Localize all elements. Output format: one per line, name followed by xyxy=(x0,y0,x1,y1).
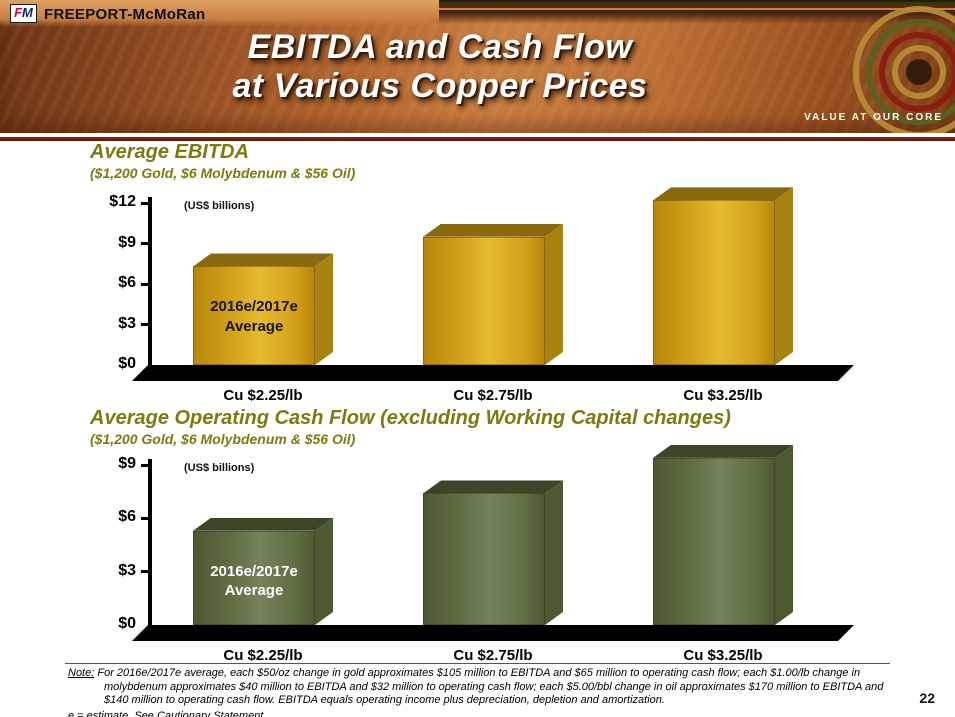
bar-side-face xyxy=(545,480,563,625)
slide-title-line1: EBITDA and Cash Flow xyxy=(247,28,633,66)
y-tick-label: $0 xyxy=(118,355,136,372)
bar-front-face: 2016e/2017e Average xyxy=(193,266,315,365)
bar-top-face xyxy=(423,223,563,237)
ebitda-chart-subtitle: ($1,200 Gold, $6 Molybdenum & $56 Oil) xyxy=(90,165,356,181)
y-tick-label: $12 xyxy=(109,193,136,210)
bar-annotation: 2016e/2017e Average xyxy=(210,562,298,600)
bar-cu-2.25-lb: 2016e/2017e Average xyxy=(193,253,333,365)
header-divider xyxy=(0,137,955,141)
header: FM FREEPORT-McMoRan EBITDA and Cash Flow… xyxy=(0,0,955,133)
bar-front-face xyxy=(423,493,545,625)
x-axis-label: Cu $2.75/lb xyxy=(453,647,533,664)
bar-top-face xyxy=(653,444,793,458)
bar-top-face xyxy=(193,253,333,267)
y-tick-label: $6 xyxy=(118,274,136,291)
y-tick-mark xyxy=(141,282,152,286)
bar-top-face xyxy=(193,517,333,531)
page-number: 22 xyxy=(919,690,935,706)
y-tick-mark xyxy=(141,201,152,205)
concentric-rings-icon xyxy=(853,6,955,133)
bar-top-face xyxy=(653,187,793,201)
cash-flow-chart-subtitle: ($1,200 Gold, $6 Molybdenum & $56 Oil) xyxy=(90,431,356,447)
y-tick-mark xyxy=(141,463,152,467)
header-top-band xyxy=(429,0,955,24)
bar-cu-3.25-lb xyxy=(653,187,793,365)
x-axis-label: Cu $2.25/lb xyxy=(223,387,303,404)
bar-front-face xyxy=(653,457,775,625)
y-tick-label: $0 xyxy=(118,615,136,632)
y-axis-line xyxy=(148,197,152,365)
y-tick-mark xyxy=(141,516,152,520)
bar-top-face xyxy=(423,480,563,494)
x-axis-label: Cu $3.25/lb xyxy=(683,647,763,664)
header-color-stripes xyxy=(429,2,955,10)
bar-cu-2.25-lb: 2016e/2017e Average xyxy=(193,517,333,625)
bar-annotation: 2016e/2017e Average xyxy=(210,298,298,335)
footer-divider xyxy=(65,663,890,664)
y-tick-mark xyxy=(141,323,152,326)
chart-floor xyxy=(132,625,854,641)
tagline: VALUE AT OUR CORE xyxy=(804,112,943,123)
bar-cu-3.25-lb xyxy=(653,444,793,625)
y-tick-mark xyxy=(141,242,152,245)
bar-side-face xyxy=(315,518,333,625)
cash-flow-chart-title: Average Operating Cash Flow (excluding W… xyxy=(90,407,731,429)
company-name: FREEPORT-McMoRan xyxy=(44,6,206,23)
y-axis-line xyxy=(148,459,152,625)
footnote: Note: For 2016e/2017e average, each $50/… xyxy=(68,667,890,708)
footnote-text: For 2016e/2017e average, each $50/oz cha… xyxy=(97,667,884,707)
x-axis-label: Cu $2.75/lb xyxy=(453,387,533,404)
units-label: (US$ billions) xyxy=(184,462,255,474)
x-axis-label: Cu $3.25/lb xyxy=(683,387,763,404)
cash-flow-chart-plot: (US$ billions) $0 $3 $6 $9 2016e/2017e Avera… xyxy=(118,444,838,664)
y-tick-label: $6 xyxy=(118,508,136,526)
chart-floor xyxy=(132,365,854,381)
units-label: (US$ billions) xyxy=(184,200,255,212)
slide-title: EBITDA and Cash Flow at Various Copper P… xyxy=(150,28,730,107)
bar-side-face xyxy=(775,187,793,365)
bar-side-face xyxy=(545,224,563,365)
y-tick-label: $9 xyxy=(118,455,136,472)
footnote-label: Note: xyxy=(68,667,95,679)
logo-band xyxy=(0,0,440,27)
bar-front-face xyxy=(423,236,545,365)
slide-title-line2: at Various Copper Prices xyxy=(232,67,648,106)
bar-cu-2.75-lb xyxy=(423,223,563,365)
y-tick-mark xyxy=(141,570,152,574)
y-tick-label: $9 xyxy=(118,233,136,251)
ebitda-chart-plot: (US$ billions) $0 $3 $6 $9 $12 2016e/2017e Av… xyxy=(109,187,838,404)
freeport-logo-icon: FM xyxy=(10,4,37,23)
x-axis-label: Cu $2.25/lb xyxy=(223,647,303,664)
bar-side-face xyxy=(315,253,333,365)
footer: Note: For 2016e/2017e average, each $50/… xyxy=(68,667,890,717)
bar-front-face xyxy=(653,200,775,365)
bar-front-face: 2016e/2017e Average xyxy=(193,530,315,625)
bar-side-face xyxy=(775,445,793,625)
bar-cu-2.75-lb xyxy=(423,480,563,625)
ebitda-chart-title: Average EBITDA xyxy=(90,141,249,163)
y-tick-label: $3 xyxy=(118,561,136,579)
y-tick-label: $3 xyxy=(118,314,136,332)
estimate-note: e = estimate. See Cautionary Statement. xyxy=(68,709,267,717)
